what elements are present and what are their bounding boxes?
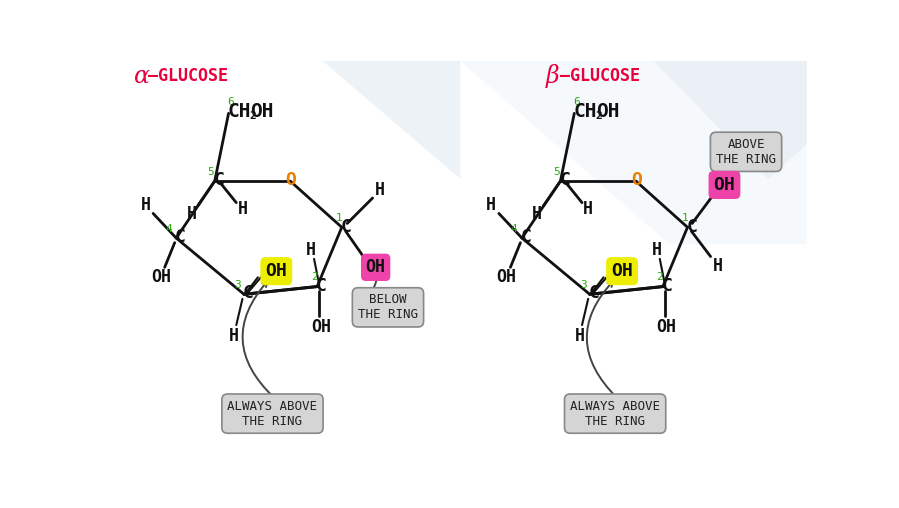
Text: 5: 5 — [553, 167, 560, 177]
Text: C: C — [560, 171, 571, 189]
Text: H: H — [486, 196, 496, 214]
Text: H: H — [237, 200, 247, 218]
Text: CH: CH — [574, 102, 597, 121]
Text: 3: 3 — [580, 280, 587, 290]
Text: BELOW
THE RING: BELOW THE RING — [358, 293, 418, 322]
Text: OH: OH — [596, 102, 619, 121]
Text: 1: 1 — [681, 213, 689, 223]
Text: C: C — [316, 277, 326, 295]
Text: 6: 6 — [227, 97, 235, 107]
Polygon shape — [323, 61, 460, 179]
Text: H: H — [652, 241, 662, 259]
Text: OH: OH — [311, 318, 331, 336]
Text: C: C — [588, 284, 599, 302]
Text: H: H — [713, 257, 724, 275]
Text: ALWAYS ABOVE
THE RING: ALWAYS ABOVE THE RING — [570, 400, 660, 428]
Text: β: β — [546, 65, 559, 88]
Text: 6: 6 — [574, 97, 580, 107]
Text: 5: 5 — [208, 167, 214, 177]
Text: H: H — [375, 181, 386, 199]
Text: C: C — [687, 217, 698, 236]
Polygon shape — [460, 61, 807, 244]
Text: 2: 2 — [250, 111, 256, 121]
Text: C: C — [662, 277, 672, 295]
Text: C: C — [521, 228, 531, 246]
Text: –GLUCOSE: –GLUCOSE — [147, 68, 227, 85]
Text: H: H — [583, 200, 593, 218]
Text: OH: OH — [496, 268, 517, 287]
Text: –GLUCOSE: –GLUCOSE — [560, 68, 640, 85]
Text: OH: OH — [265, 262, 287, 280]
Text: OH: OH — [611, 262, 633, 280]
Text: C: C — [341, 217, 352, 236]
Text: 1: 1 — [336, 213, 343, 223]
Text: OH: OH — [656, 318, 677, 336]
Text: 4: 4 — [511, 224, 518, 234]
Text: H: H — [140, 196, 150, 214]
Text: O: O — [286, 171, 297, 188]
Text: O: O — [631, 171, 642, 188]
Text: OH: OH — [151, 268, 171, 287]
Text: OH: OH — [714, 176, 735, 194]
Text: OH: OH — [366, 259, 386, 276]
Text: H: H — [306, 241, 316, 259]
Text: 3: 3 — [235, 280, 241, 290]
Text: C: C — [214, 171, 225, 189]
Text: ALWAYS ABOVE
THE RING: ALWAYS ABOVE THE RING — [227, 400, 317, 428]
Text: 2: 2 — [656, 272, 663, 282]
Text: ABOVE
THE RING: ABOVE THE RING — [716, 138, 776, 166]
Text: 4: 4 — [165, 224, 172, 234]
Text: H: H — [532, 205, 542, 223]
Text: C: C — [174, 228, 185, 246]
Text: H: H — [229, 327, 239, 345]
Text: 2: 2 — [311, 272, 317, 282]
Text: CH: CH — [227, 102, 251, 121]
Text: α: α — [134, 65, 150, 88]
Text: H: H — [574, 327, 584, 345]
Text: H: H — [187, 205, 197, 223]
Text: C: C — [243, 284, 254, 302]
Text: OH: OH — [250, 102, 273, 121]
Text: 2: 2 — [595, 111, 602, 121]
Polygon shape — [654, 61, 807, 179]
